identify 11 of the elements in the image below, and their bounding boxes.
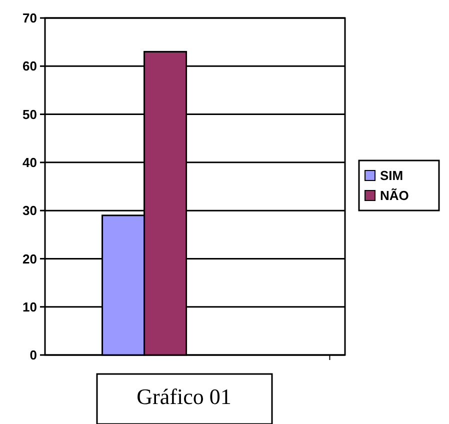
y-tick-label: 0 xyxy=(30,348,37,363)
y-tick-label: 30 xyxy=(22,203,37,218)
legend-label: SIM xyxy=(380,168,404,184)
y-tick-label: 20 xyxy=(22,251,37,266)
y-tick-label: 60 xyxy=(22,58,37,74)
y-tick-label: 70 xyxy=(22,10,37,26)
y-tick-label: 10 xyxy=(22,299,37,314)
legend-label: NÃO xyxy=(380,188,409,204)
y-tick-label: 50 xyxy=(22,106,37,122)
y-tick-label: 40 xyxy=(22,154,37,170)
text: Gráfico 01 xyxy=(136,384,232,409)
